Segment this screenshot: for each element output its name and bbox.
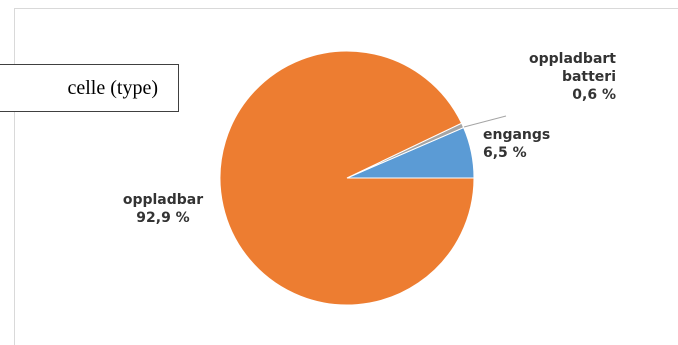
label-name: oppladbar	[122, 192, 204, 208]
leader-line-oppladbart	[463, 115, 507, 128]
label-name: engangs	[483, 127, 551, 143]
title-box-text: celle (type)	[67, 76, 159, 99]
pie-slice-oppladbar	[219, 50, 475, 306]
chart-area	[14, 8, 678, 345]
label-name-line1: oppladbart	[529, 51, 616, 67]
pie-slices	[219, 50, 475, 306]
label-value: 92,9 %	[136, 210, 190, 226]
data-label-oppladbart-batteri: oppladbart batteri 0,6 %	[500, 50, 616, 104]
label-value: 6,5 %	[483, 145, 527, 161]
data-label-oppladbar: oppladbar 92,9 %	[111, 191, 215, 227]
label-name-line2: batteri	[561, 69, 616, 85]
label-value: 0,6 %	[572, 87, 616, 103]
data-label-engangs: engangs 6,5 %	[483, 126, 550, 162]
title-box: celle (type)	[0, 64, 179, 112]
